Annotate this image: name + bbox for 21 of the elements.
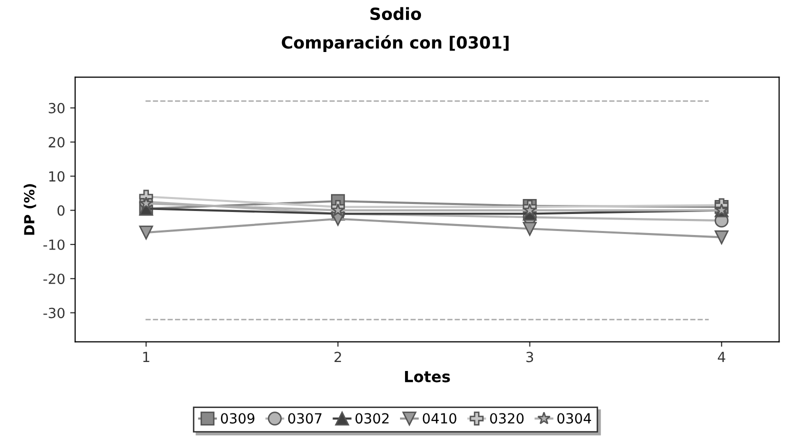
y-tick-label: -30 [43, 308, 64, 318]
chart-title: Sodio [370, 7, 422, 20]
x-tick-label: 3 [526, 352, 534, 362]
x-axis-title: Lotes [405, 370, 450, 382]
y-tick-label: 0 [58, 205, 64, 216]
legend-label: 0302 [356, 413, 389, 424]
y-tick-label: -20 [43, 274, 64, 284]
legend-label: 0307 [288, 413, 322, 424]
x-tick-label: 1 [143, 352, 150, 362]
legend-label: 0410 [422, 413, 456, 424]
x-tick-label: 2 [334, 352, 341, 362]
chart-subtitle: Comparación con [0301] [282, 35, 509, 52]
y-axis-title: DP (%) [24, 184, 36, 235]
y-tick-label: 10 [49, 171, 64, 182]
legend-label: 0309 [220, 413, 254, 424]
legend-label: 0304 [557, 413, 592, 424]
y-tick-label: -10 [43, 239, 64, 250]
x-tick-label: 4 [718, 352, 726, 362]
y-tick-label: 30 [48, 102, 64, 114]
legend-label: 0320 [490, 413, 524, 424]
y-tick-label: 20 [48, 137, 64, 148]
